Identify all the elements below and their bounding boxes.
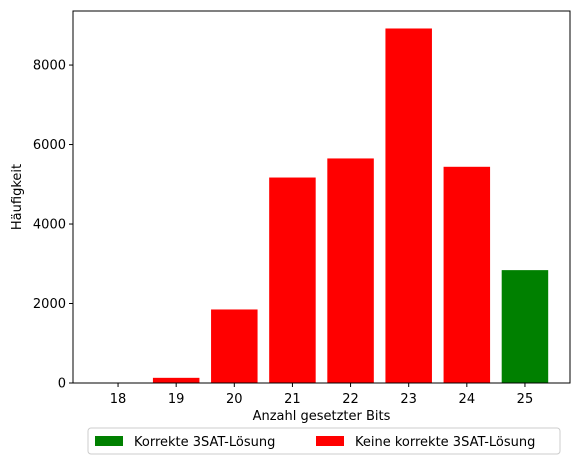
bar-keine-korrekte-21: [269, 177, 316, 383]
bar-korrekte-25: [501, 270, 549, 383]
x-tick-label: 19: [168, 392, 185, 407]
legend-label-korrekte: Korrekte 3SAT-Lösung: [134, 435, 275, 450]
x-axis-label: Anzahl gesetzter Bits: [253, 409, 391, 424]
bar-keine-korrekte-23: [385, 28, 432, 383]
x-tick-label: 25: [517, 392, 534, 407]
x-tick-label: 22: [342, 392, 359, 407]
y-tick-label: 4000: [33, 218, 66, 233]
x-tick-label: 20: [226, 392, 243, 407]
bar-keine-korrekte-22: [327, 158, 374, 383]
x-tick-label: 18: [110, 392, 127, 407]
bars-group: [94, 28, 549, 383]
y-axis-ticks: 0 2000 4000 6000 8000: [33, 59, 73, 392]
legend: Korrekte 3SAT-Lösung Keine korrekte 3SAT…: [87, 427, 561, 455]
bar-keine-korrekte-20: [211, 309, 258, 383]
y-tick-label: 8000: [33, 59, 66, 74]
bar-keine-korrekte-24: [443, 166, 491, 383]
y-tick-label: 6000: [33, 138, 66, 153]
legend-label-keine-korrekte: Keine korrekte 3SAT-Lösung: [355, 435, 535, 450]
y-tick-label: 2000: [33, 297, 66, 312]
y-axis-label: Häufigkeit: [10, 164, 25, 230]
x-tick-label: 24: [459, 392, 476, 407]
legend-swatch-korrekte: [95, 436, 123, 446]
x-axis-ticks: 18 19 20 21 22 23 24 25: [110, 383, 533, 407]
x-tick-label: 23: [400, 392, 417, 407]
legend-swatch-keine-korrekte: [316, 436, 344, 446]
x-tick-label: 21: [284, 392, 301, 407]
plot-area-frame: [72, 10, 571, 384]
bar-keine-korrekte-19: [152, 377, 200, 383]
y-tick-label: 0: [58, 377, 66, 392]
